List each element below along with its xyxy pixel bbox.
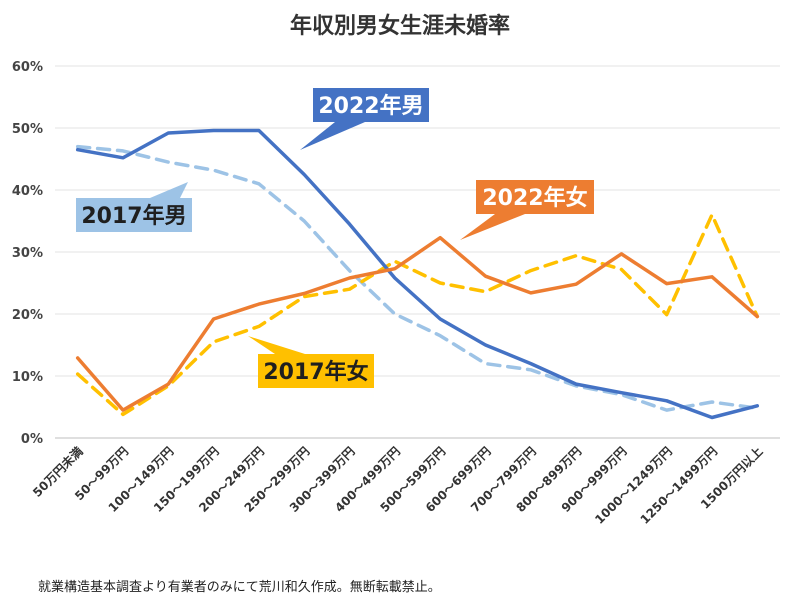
y-tick-label: 0% xyxy=(21,432,43,447)
y-tick-label: 10% xyxy=(12,370,43,385)
series-line-2017年男 xyxy=(75,144,760,412)
series-line-2017年女 xyxy=(75,213,760,417)
callout-label: 2022年女 xyxy=(482,185,587,211)
y-tick-label: 50% xyxy=(12,122,43,137)
x-tick-label: 1000～1249万円 xyxy=(592,444,675,527)
callout-pointer xyxy=(460,214,525,240)
callout-box xyxy=(258,354,374,388)
y-tick-label: 30% xyxy=(12,246,43,261)
y-tick-label: 20% xyxy=(12,308,43,323)
callout-box xyxy=(76,198,192,232)
callout-label: 2017年男 xyxy=(81,203,186,229)
y-tick-label: 40% xyxy=(12,184,43,199)
callout-label: 2017年女 xyxy=(263,359,368,385)
callout-box xyxy=(313,88,429,122)
callout-pointer xyxy=(150,182,188,198)
callout-label: 2022年男 xyxy=(318,93,423,119)
series-line-2022年女 xyxy=(75,235,760,412)
y-tick-label: 60% xyxy=(12,60,43,75)
callout-pointer xyxy=(248,336,305,354)
callout-pointer xyxy=(300,122,365,150)
callout-box xyxy=(476,180,594,214)
source-note: 就業構造基本調査より有業者のみにて荒川和久作成。無断転載禁止。 xyxy=(38,580,441,595)
x-tick-label: 1250～1499万円 xyxy=(638,444,721,527)
chart-title: 年収別男女生涯未婚率 xyxy=(289,14,510,39)
series-line-2022年男 xyxy=(75,128,760,420)
